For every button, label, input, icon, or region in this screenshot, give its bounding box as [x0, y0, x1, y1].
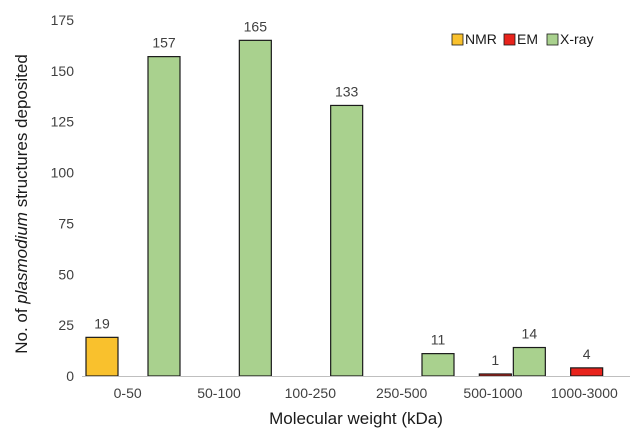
data-label: 133 — [335, 83, 359, 99]
bar-x-ray — [421, 353, 455, 377]
y-tick-label: 150 — [51, 63, 75, 79]
bar-x-ray — [238, 39, 272, 377]
data-label: 4 — [583, 346, 591, 362]
y-tick-label: 0 — [66, 368, 74, 384]
y-axis-title-part-3: structures deposited — [12, 54, 31, 212]
legend-swatch-nmr — [451, 33, 464, 46]
bar-nmr — [85, 336, 119, 377]
legend-label: EM — [517, 31, 538, 47]
x-axis-title: Molecular weight (kDa) — [269, 409, 443, 428]
y-axis-title-part-1: No. of — [12, 304, 31, 354]
x-tick-label: 250-500 — [376, 385, 428, 401]
y-axis-title-part-2: plasmodium — [12, 212, 31, 305]
x-tick-label: 0-50 — [114, 385, 142, 401]
x-tick-label: 1000-3000 — [551, 385, 618, 401]
y-tick-label: 175 — [51, 12, 75, 28]
data-label: 19 — [94, 315, 110, 331]
x-axis-ticks: 0-50 50-100 100-250 250-500 500-1000 1000-300… — [114, 385, 618, 401]
x-tick-label: 100-250 — [285, 385, 337, 401]
x-tick-label: 500-1000 — [463, 385, 522, 401]
y-tick-label: 125 — [51, 114, 75, 130]
legend-label: NMR — [465, 31, 497, 47]
x-tick-label: 50-100 — [197, 385, 241, 401]
legend-label: X-ray — [560, 31, 593, 47]
data-label: 14 — [522, 326, 538, 342]
bar-x-ray — [512, 346, 546, 377]
y-tick-label: 75 — [58, 215, 74, 231]
data-label: 157 — [152, 35, 176, 51]
y-axis-ticks: 0 25 50 75 100 125 150 175 — [51, 12, 75, 384]
data-label: 1 — [491, 352, 499, 368]
y-tick-label: 25 — [58, 317, 74, 333]
bar-x-ray — [330, 104, 364, 377]
legend-swatch-em — [503, 33, 516, 46]
data-label: 165 — [244, 18, 268, 34]
data-label: 11 — [431, 332, 446, 348]
bar-x-ray — [147, 56, 181, 377]
legend: NMR EM X-ray — [451, 31, 593, 47]
y-tick-label: 100 — [51, 165, 75, 181]
bar-em — [478, 373, 512, 377]
y-tick-label: 50 — [58, 266, 74, 282]
legend-swatch-x-ray — [546, 33, 559, 46]
bars — [85, 39, 604, 377]
y-axis-title: No. of plasmodium structures deposited — [12, 54, 31, 354]
bar-em — [570, 367, 604, 377]
